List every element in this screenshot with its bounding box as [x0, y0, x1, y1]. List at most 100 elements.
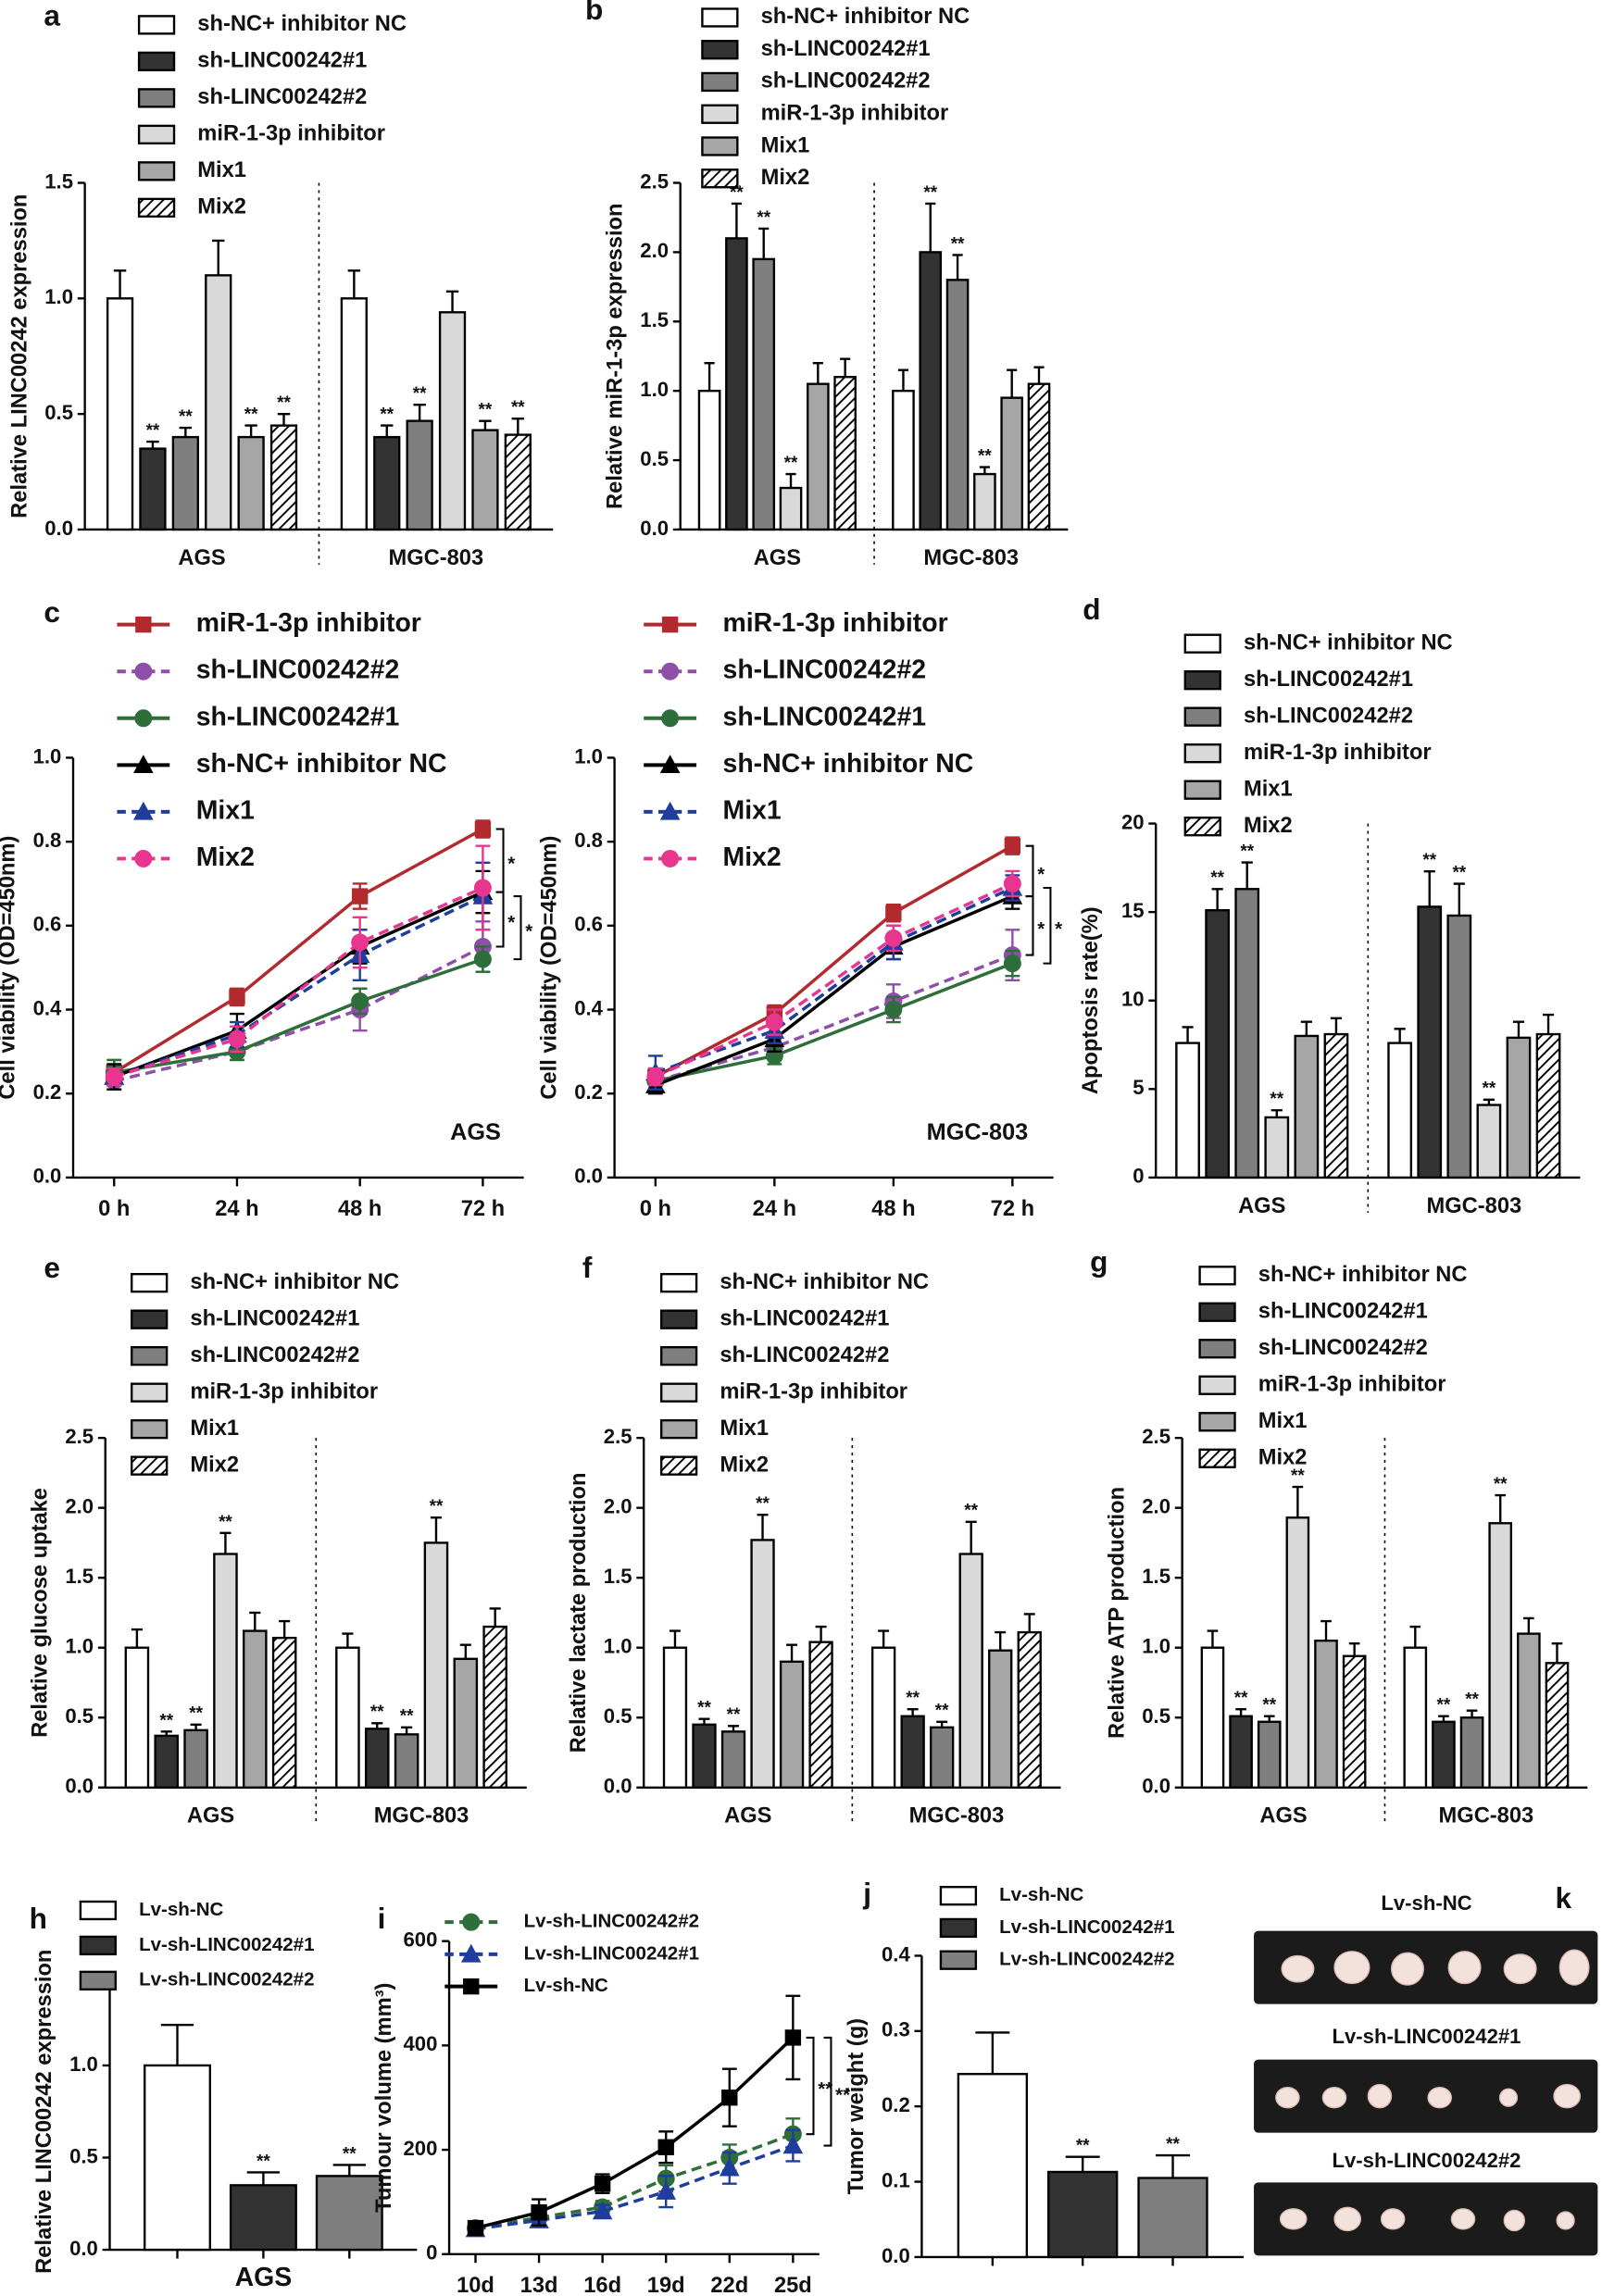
- significance-label: **: [727, 1705, 741, 1725]
- bar: [1229, 1715, 1253, 1789]
- significance-bracket: [513, 895, 522, 961]
- y-tick-label: 200: [404, 2137, 438, 2160]
- series-line: [655, 881, 1014, 1079]
- marker: [467, 2219, 484, 2237]
- legend-swatch: [1198, 1375, 1236, 1395]
- significance-label: **: [479, 401, 493, 420]
- x-tick-label: MGC-803: [909, 1804, 1005, 1828]
- bar: [957, 2073, 1029, 2259]
- legend-label: Lv-sh-NC: [999, 1884, 1083, 1905]
- bar: [269, 424, 298, 531]
- y-tick-label: 0.4: [574, 996, 603, 1019]
- significance-label: **: [1437, 1696, 1451, 1716]
- photo-label: Lv-sh-LINC00242#2: [1333, 2149, 1521, 2172]
- legend-label: sh-LINC00242#1: [720, 1306, 889, 1330]
- chart: 0.0 0.5 1.0 1.5 2.0 2.5 Relative lactate produ…: [567, 1251, 1061, 1828]
- y-tick-label: 400: [404, 2032, 438, 2055]
- legend-swatch: [137, 51, 176, 72]
- bar: [1264, 1116, 1290, 1179]
- legend-swatch: [1183, 817, 1221, 837]
- bar: [1200, 1646, 1225, 1789]
- y-tick-label: 1.5: [65, 1565, 94, 1588]
- bar: [720, 1730, 746, 1789]
- photo-label: Lv-sh-LINC00242#1: [1333, 2025, 1521, 2048]
- x-tick-label: MGC-803: [1439, 1804, 1534, 1828]
- bar: [438, 311, 467, 531]
- annotation: MGC-803: [927, 1119, 1029, 1145]
- error-bar: [1207, 1629, 1219, 1648]
- x-tick-label: 0 h: [98, 1197, 130, 1221]
- significance-label: **: [1291, 1466, 1305, 1486]
- significance-label: **: [277, 393, 291, 413]
- significance-bracket: [1043, 886, 1052, 965]
- series-line: [113, 944, 484, 1083]
- series-line: [113, 828, 484, 1075]
- legend-label: Mix1: [1258, 1409, 1308, 1433]
- x-tick-label: AGS: [1259, 1804, 1307, 1828]
- bar: [870, 1646, 896, 1789]
- y-tick-label: 2.0: [65, 1495, 94, 1518]
- bar: [471, 429, 499, 531]
- significance-label: **: [1262, 1696, 1276, 1716]
- series-line: [113, 894, 484, 1079]
- series: [646, 869, 1021, 1087]
- legend-label: Mix2: [720, 1453, 769, 1477]
- series-line: [655, 953, 1013, 1083]
- legend-swatch: [701, 71, 739, 93]
- series-line: [655, 894, 1014, 1087]
- marker: [229, 989, 245, 1005]
- panel-label: k: [1556, 1881, 1572, 1915]
- legend-swatch: [659, 1309, 698, 1329]
- bar: [1257, 1720, 1282, 1789]
- series: [105, 945, 492, 1087]
- error-bar: [1453, 882, 1465, 916]
- y-tick-label: 0.8: [574, 829, 603, 852]
- significance-label: **: [978, 446, 992, 466]
- significance-label: **: [370, 1703, 384, 1722]
- chart: 0.0 0.5 1.0 Relative LINC00242 expression h A…: [30, 1899, 418, 2292]
- series-line: [475, 2132, 794, 2230]
- legend-label: Mix1: [1244, 777, 1293, 801]
- bar: [892, 389, 915, 531]
- legend-label: sh-LINC00242#1: [1258, 1300, 1428, 1324]
- significance-label: **: [257, 2152, 270, 2171]
- legend-swatch: [131, 1382, 169, 1403]
- legend-label: Lv-sh-LINC00242#1: [999, 1916, 1174, 1938]
- error-bar: [347, 269, 361, 299]
- legend-swatch: [701, 7, 739, 28]
- y-tick-label: 0.2: [574, 1080, 603, 1104]
- error-bar: [1292, 1485, 1304, 1518]
- legend-swatch: [659, 1455, 698, 1476]
- legend-label: Mix1: [197, 158, 246, 182]
- error-bar: [1542, 1013, 1555, 1035]
- error-bar: [131, 1628, 143, 1648]
- marker: [351, 992, 369, 1010]
- y-tick-label: 0.0: [640, 517, 669, 540]
- error-bar: [669, 1629, 681, 1648]
- panel-label: a: [44, 0, 60, 31]
- legend-label: Lv-sh-LINC00242#2: [524, 1911, 699, 1932]
- marker: [474, 820, 492, 838]
- bar: [1205, 909, 1231, 1179]
- bar: [340, 297, 368, 531]
- legend-swatch: [659, 1418, 698, 1440]
- legend-label: sh-LINC00242#2: [723, 655, 927, 685]
- series-line: [113, 890, 484, 1079]
- series: [104, 869, 494, 1091]
- series-line: [475, 2036, 795, 2230]
- marker: [657, 2139, 674, 2155]
- legend-label: Mix2: [761, 166, 810, 190]
- legend-swatch: [659, 1345, 698, 1366]
- y-tick-label: 1.0: [65, 1635, 94, 1658]
- x-tick-label: 48 h: [338, 1197, 382, 1221]
- legend-label: Mix1: [723, 795, 782, 825]
- legend-label: sh-LINC00242#2: [196, 655, 400, 685]
- chart: 0.0 0.5 1.0 1.5 2.0 2.5 Relative ATP productio…: [1090, 1244, 1588, 1828]
- marker: [1004, 837, 1021, 855]
- significance-label: **: [146, 421, 160, 441]
- legend-label: Mix2: [196, 842, 255, 872]
- error-bar: [430, 1516, 443, 1543]
- legend-swatch: [79, 1970, 118, 1990]
- error-bar: [1300, 1020, 1312, 1036]
- significance-bracket: [1025, 895, 1034, 956]
